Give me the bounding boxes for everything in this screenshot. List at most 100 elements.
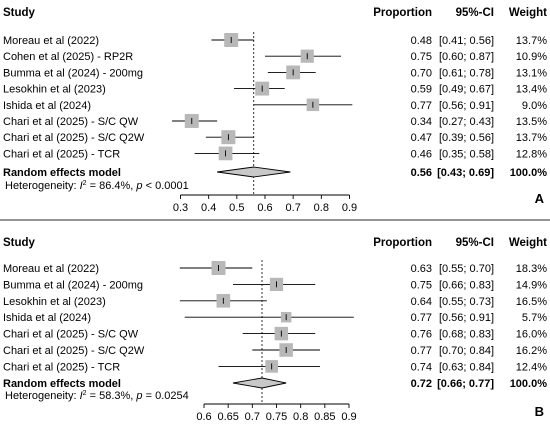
x-tick-label: 0.85 xyxy=(314,411,335,423)
study-proportion: 0.46 xyxy=(411,148,432,160)
study-proportion: 0.64 xyxy=(411,296,432,308)
study-name: Ishida et al (2024) xyxy=(3,100,91,112)
study-name: Chari et al (2025) - TCR xyxy=(3,148,120,160)
study-weight: 13.1% xyxy=(516,67,547,79)
header-ci: 95%-CI xyxy=(456,237,494,249)
i2-superscript: 2 xyxy=(83,180,87,187)
study-ci: [0.39; 0.56] xyxy=(439,132,494,144)
study-ci: [0.56; 0.91] xyxy=(439,100,494,112)
x-tick-label: 0.65 xyxy=(217,411,238,423)
study-weight: 10.9% xyxy=(516,51,547,63)
study-proportion: 0.47 xyxy=(411,132,432,144)
x-tick-label: 0.7 xyxy=(245,411,260,423)
study-weight: 12.4% xyxy=(516,361,547,373)
x-tick-label: 0.6 xyxy=(196,411,211,423)
p-symbol: p xyxy=(135,390,142,402)
study-ci: [0.56; 0.91] xyxy=(439,312,494,324)
study-weight: 12.8% xyxy=(516,148,547,160)
p-value: < 0.0001 xyxy=(143,180,189,192)
pooled-diamond xyxy=(232,377,287,389)
study-proportion: 0.74 xyxy=(411,361,432,373)
study-weight: 16.2% xyxy=(516,345,547,357)
study-ci: [0.55; 0.70] xyxy=(439,263,494,275)
i2-symbol: I xyxy=(80,390,83,402)
header-ci: 95%-CI xyxy=(456,7,494,19)
study-ci: [0.70; 0.84] xyxy=(439,345,494,357)
heterogeneity-prefix: Heterogeneity: xyxy=(5,180,80,192)
pooled-weight: 100.0% xyxy=(510,378,548,390)
i2-symbol: I xyxy=(80,180,83,192)
i2-value: = 58.3%, xyxy=(87,390,137,402)
study-ci: [0.66; 0.83] xyxy=(439,279,494,291)
pooled-label: Random effects model xyxy=(3,167,121,179)
study-proportion: 0.75 xyxy=(411,51,432,63)
study-name: Moreau et al (2022) xyxy=(3,263,99,275)
study-weight: 16.5% xyxy=(516,296,547,308)
study-weight: 14.9% xyxy=(516,279,547,291)
study-ci: [0.35; 0.58] xyxy=(439,148,494,160)
forest-panel-b: Study Proportion 95%-CI Weight Moreau et al … xyxy=(3,237,547,423)
panel-letter: A xyxy=(535,191,545,206)
i2-value: = 86.4%, xyxy=(87,180,137,192)
study-proportion: 0.76 xyxy=(411,329,432,341)
study-weight: 13.7% xyxy=(516,35,547,47)
study-name: Chari et al (2025) - S/C QW xyxy=(3,329,139,341)
study-ci: [0.49; 0.67] xyxy=(439,84,494,96)
study-weight: 13.7% xyxy=(516,132,547,144)
study-weight: 18.3% xyxy=(516,263,547,275)
x-tick-label: 0.7 xyxy=(286,202,301,214)
x-tick-label: 0.8 xyxy=(293,411,308,423)
x-tick-label: 0.5 xyxy=(229,202,244,214)
study-weight: 5.7% xyxy=(522,312,547,324)
study-proportion: 0.70 xyxy=(411,67,432,79)
study-ci: [0.41; 0.56] xyxy=(439,35,494,47)
x-tick-label: 0.6 xyxy=(257,202,272,214)
p-symbol: p xyxy=(135,180,142,192)
x-tick-label: 0.9 xyxy=(342,202,357,214)
header-study: Study xyxy=(3,7,36,19)
pooled-ci: [0.66; 0.77] xyxy=(437,378,494,390)
study-proportion: 0.77 xyxy=(411,345,432,357)
study-weight: 13.5% xyxy=(516,116,547,128)
x-tick-label: 0.9 xyxy=(341,411,356,423)
study-name: Cohen et al (2025) - RP2R xyxy=(3,51,133,63)
i2-superscript: 2 xyxy=(83,390,87,397)
heterogeneity-text: Heterogeneity: I2 = 58.3%, p = 0.0254 xyxy=(5,390,189,402)
x-tick-label: 0.3 xyxy=(173,202,188,214)
study-weight: 9.0% xyxy=(522,100,547,112)
study-name: Chari et al (2025) - S/C Q2W xyxy=(3,345,145,357)
study-proportion: 0.34 xyxy=(411,116,432,128)
study-ci: [0.61; 0.78] xyxy=(439,67,494,79)
heterogeneity-prefix: Heterogeneity: xyxy=(5,390,80,402)
x-tick-label: 0.75 xyxy=(266,411,287,423)
study-proportion: 0.48 xyxy=(411,35,432,47)
x-tick-label: 0.4 xyxy=(201,202,216,214)
pooled-proportion: 0.56 xyxy=(411,167,432,179)
study-name: Lesokhin et al (2023) xyxy=(3,84,106,96)
study-ci: [0.68; 0.83] xyxy=(439,329,494,341)
study-name: Lesokhin et al (2023) xyxy=(3,296,106,308)
pooled-proportion: 0.72 xyxy=(411,378,432,390)
study-name: Bumma et al (2024) - 200mg xyxy=(3,279,143,291)
study-proportion: 0.75 xyxy=(411,279,432,291)
study-name: Moreau et al (2022) xyxy=(3,35,99,47)
header-weight: Weight xyxy=(509,237,547,249)
header-proportion: Proportion xyxy=(373,7,432,19)
study-proportion: 0.77 xyxy=(411,100,432,112)
forest-panel-a: Study Proportion 95%-CI Weight Moreau et al … xyxy=(3,7,547,214)
pooled-diamond xyxy=(217,166,291,178)
header-proportion: Proportion xyxy=(373,237,432,249)
study-proportion: 0.59 xyxy=(411,84,432,96)
study-name: Bumma et al (2024) - 200mg xyxy=(3,67,143,79)
study-ci: [0.55; 0.73] xyxy=(439,296,494,308)
study-weight: 16.0% xyxy=(516,329,547,341)
study-proportion: 0.63 xyxy=(411,263,432,275)
study-name: Ishida et al (2024) xyxy=(3,312,91,324)
p-value: = 0.0254 xyxy=(143,390,189,402)
study-ci: [0.27; 0.43] xyxy=(439,116,494,128)
study-name: Chari et al (2025) - TCR xyxy=(3,361,120,373)
panel-letter: B xyxy=(535,404,544,419)
study-name: Chari et al (2025) - S/C QW xyxy=(3,116,139,128)
heterogeneity-text: Heterogeneity: I2 = 86.4%, p < 0.0001 xyxy=(5,180,189,192)
